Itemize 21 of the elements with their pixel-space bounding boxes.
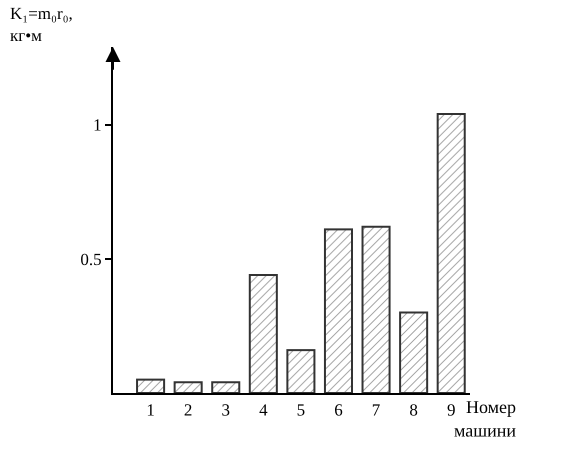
x-tick-label: 5 bbox=[296, 400, 306, 420]
bar bbox=[174, 381, 203, 393]
bar bbox=[248, 274, 278, 393]
x-tick-label: 4 bbox=[259, 400, 268, 420]
x-axis-title: Номер машини bbox=[454, 397, 516, 440]
x-tick-label: 3 bbox=[221, 400, 230, 420]
bar bbox=[211, 381, 240, 393]
x-tick-label: 1 bbox=[146, 400, 155, 420]
x-tick-label: 8 bbox=[409, 400, 418, 420]
y-axis-title: K₁=m₀r₀, кг•м bbox=[10, 4, 73, 46]
x-tick-label: 7 bbox=[372, 400, 381, 420]
x-tick-label: 6 bbox=[334, 400, 343, 420]
bar bbox=[324, 228, 353, 393]
bar bbox=[136, 378, 166, 393]
x-tick-label: 2 bbox=[184, 400, 192, 420]
bar bbox=[362, 226, 391, 393]
bar bbox=[286, 349, 316, 393]
bar bbox=[399, 312, 428, 393]
bar bbox=[436, 113, 466, 393]
x-tick-label: 9 bbox=[446, 400, 456, 420]
y-tick-label: 0.5 bbox=[80, 250, 102, 269]
